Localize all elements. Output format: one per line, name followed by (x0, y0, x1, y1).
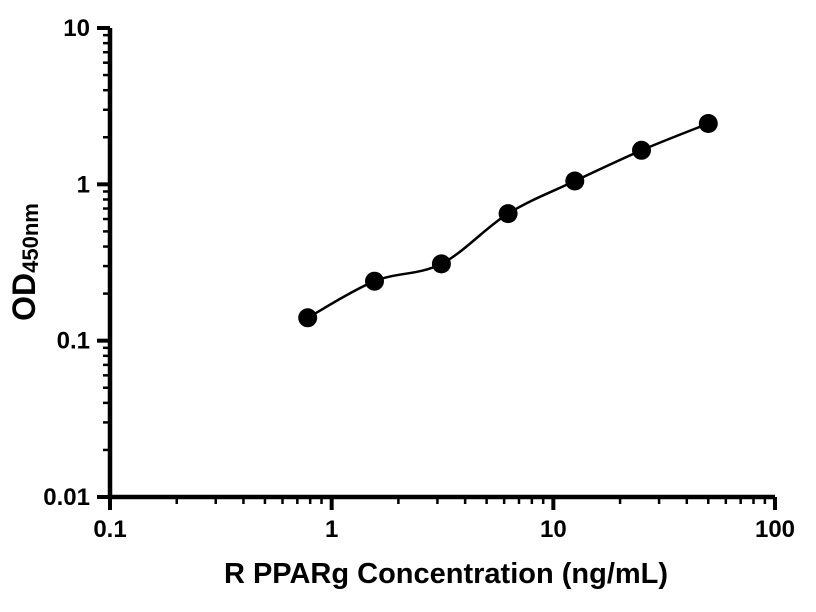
x-axis-title: R PPARg Concentration (ng/mL) (223, 558, 669, 590)
data-point (632, 140, 651, 160)
data-point (498, 204, 518, 224)
x-tick-label: 0.1 (93, 516, 126, 543)
y-axis-title: OD450nm (6, 203, 43, 321)
y-tick-label: 10 (63, 15, 90, 42)
x-tick-label: 1 (325, 516, 338, 543)
x-tick-label: 10 (540, 516, 567, 543)
y-axis-title-subscript: 450nm (18, 203, 43, 273)
data-point (698, 114, 718, 133)
data-point (431, 254, 451, 274)
data-point (565, 171, 585, 191)
data-point (365, 271, 384, 291)
y-axis-title-main: OD (6, 272, 42, 321)
data-point (298, 308, 318, 328)
x-tick-label: 100 (755, 516, 795, 543)
y-tick-label: 0.1 (57, 328, 90, 355)
y-tick-label: 0.01 (43, 484, 90, 511)
y-tick-label: 1 (77, 171, 90, 198)
